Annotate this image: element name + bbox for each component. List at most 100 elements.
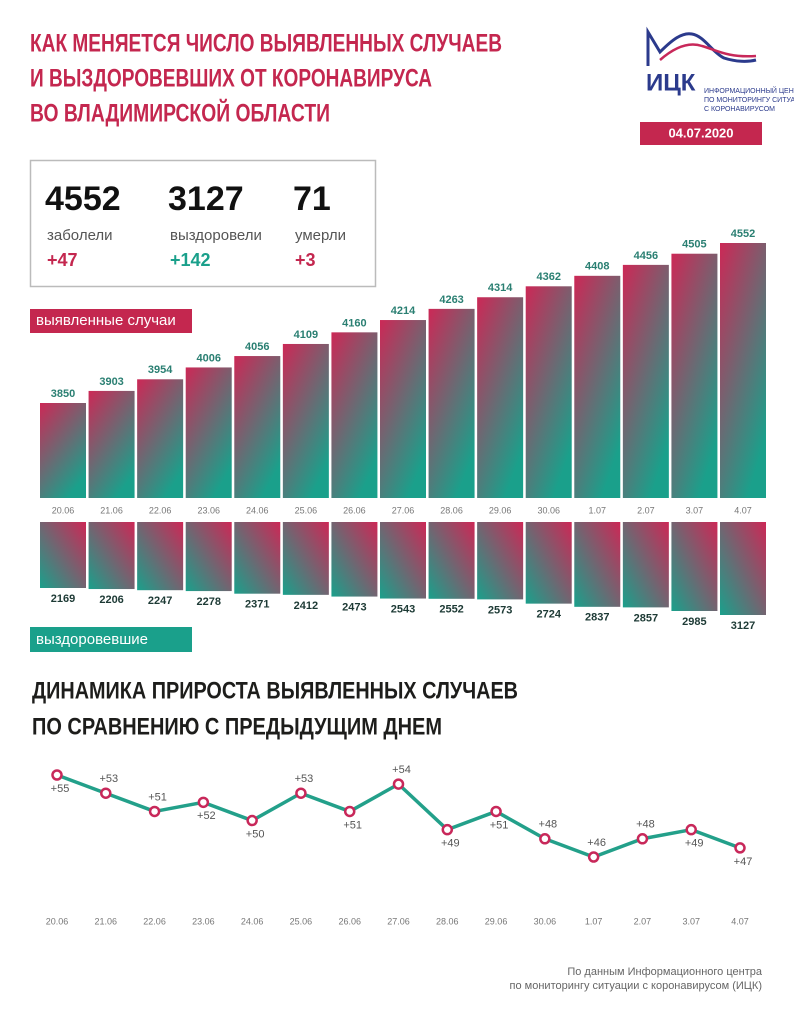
marker bbox=[392, 778, 405, 790]
value-label: 3903 bbox=[99, 376, 123, 388]
value-label: 4006 bbox=[196, 352, 220, 364]
value-label: 4362 bbox=[536, 271, 560, 283]
bar bbox=[477, 522, 524, 600]
value-label: +48 bbox=[636, 819, 655, 831]
bar bbox=[477, 297, 524, 498]
x-tick-label: 28.06 bbox=[440, 505, 463, 515]
value-label: 2371 bbox=[245, 599, 269, 611]
value-label: +53 bbox=[295, 773, 314, 785]
x-tick-label: 26.06 bbox=[343, 505, 366, 515]
x-tick-label: 1.07 bbox=[585, 916, 603, 926]
bar bbox=[234, 356, 281, 498]
bar bbox=[671, 522, 718, 611]
x-tick-label: 29.06 bbox=[489, 505, 512, 515]
x-tick-label: 27.06 bbox=[387, 916, 410, 926]
value-label: 4109 bbox=[294, 329, 318, 341]
value-label: 4505 bbox=[682, 239, 706, 251]
section-title: ДИНАМИКА ПРИРОСТА ВЫЯВЛЕННЫХ СЛУЧАЕВ bbox=[32, 677, 518, 704]
bar bbox=[525, 286, 572, 498]
bar bbox=[380, 320, 426, 498]
value-label: 2573 bbox=[488, 604, 512, 616]
x-tick-label: 25.06 bbox=[290, 916, 313, 926]
marker bbox=[539, 833, 551, 845]
logo-caption: С КОРОНАВИРУСОМ bbox=[704, 106, 775, 113]
x-tick-label: 28.06 bbox=[436, 916, 459, 926]
stat-change: +142 bbox=[170, 250, 211, 270]
marker bbox=[197, 796, 210, 809]
x-tick-label: 22.06 bbox=[143, 916, 166, 926]
marker bbox=[441, 823, 454, 836]
x-tick-label: 22.06 bbox=[149, 505, 172, 515]
bar bbox=[282, 522, 329, 595]
bar bbox=[137, 379, 184, 498]
stats-box bbox=[29, 159, 377, 288]
bar bbox=[380, 522, 426, 599]
marker bbox=[51, 769, 63, 781]
value-label: 4408 bbox=[585, 261, 609, 273]
recovered-tag bbox=[30, 627, 192, 652]
bar bbox=[428, 308, 475, 498]
bar bbox=[671, 253, 718, 498]
value-label: +46 bbox=[587, 837, 606, 849]
logo-caption: ИНФОРМАЦИОННЫЙ ЦЕНТР bbox=[704, 86, 794, 95]
value-label: +49 bbox=[685, 838, 704, 850]
x-tick-label: 26.06 bbox=[338, 916, 361, 926]
value-label: 4552 bbox=[731, 228, 755, 240]
value-label: +51 bbox=[148, 791, 167, 803]
stat-value: 4552 bbox=[45, 180, 121, 218]
x-tick-label: 30.06 bbox=[537, 505, 560, 515]
series-tag: выявленные случаи bbox=[36, 312, 176, 329]
footer-line: по мониторингу ситуации с коронавирусом … bbox=[510, 980, 762, 992]
x-tick-label: 25.06 bbox=[295, 505, 318, 515]
value-label: 3850 bbox=[51, 388, 75, 400]
value-label: 2473 bbox=[342, 601, 366, 613]
bar bbox=[88, 522, 135, 590]
logo-text: ИЦК bbox=[646, 69, 696, 96]
title-line: ВО ВЛАДИМИРСКОЙ ОБЛАСТИ bbox=[30, 98, 330, 128]
marker bbox=[343, 805, 356, 818]
x-tick-label: 23.06 bbox=[192, 916, 215, 926]
x-tick-label: 3.07 bbox=[682, 916, 700, 926]
bar bbox=[720, 243, 766, 498]
bar bbox=[525, 522, 572, 604]
stat-change: +3 bbox=[295, 250, 316, 270]
x-tick-label: 2.07 bbox=[637, 505, 655, 515]
logo-caption: ПО МОНИТОРИНГУ СИТУАЦИИ bbox=[704, 97, 794, 104]
value-label: 2169 bbox=[51, 593, 75, 605]
date-badge bbox=[640, 122, 762, 145]
value-label: +48 bbox=[539, 819, 558, 831]
value-label: 4214 bbox=[391, 305, 416, 317]
stat-value: 3127 bbox=[168, 180, 244, 218]
logo-curve bbox=[659, 43, 757, 61]
value-label: 2837 bbox=[585, 612, 609, 624]
value-label: 2206 bbox=[99, 594, 123, 606]
title-line: КАК МЕНЯЕТСЯ ЧИСЛО ВЫЯВЛЕННЫХ СЛУЧАЕВ bbox=[30, 30, 502, 58]
value-label: 2543 bbox=[391, 603, 415, 615]
bar bbox=[40, 522, 86, 588]
bar bbox=[40, 403, 86, 498]
x-tick-label: 24.06 bbox=[241, 916, 264, 926]
date: 04.07.2020 bbox=[668, 125, 733, 140]
x-tick-label: 1.07 bbox=[589, 505, 607, 515]
value-label: +53 bbox=[99, 773, 118, 785]
title-line: И ВЫЗДОРОВЕВШИХ ОТ КОРОНАВИРУСА bbox=[30, 65, 432, 93]
marker bbox=[246, 814, 258, 827]
bar bbox=[331, 332, 378, 498]
x-tick-label: 20.06 bbox=[46, 916, 69, 926]
bar bbox=[234, 522, 281, 594]
value-label: 3954 bbox=[148, 364, 173, 376]
value-label: 4263 bbox=[439, 294, 463, 306]
x-tick-label: 4.07 bbox=[731, 916, 749, 926]
value-label: 2857 bbox=[634, 612, 658, 624]
value-label: 2278 bbox=[196, 596, 220, 608]
bar bbox=[622, 264, 669, 498]
series-tag: выздоровевшие bbox=[36, 631, 148, 648]
value-label: 2247 bbox=[148, 595, 172, 607]
x-tick-label: 27.06 bbox=[392, 505, 415, 515]
marker bbox=[636, 833, 649, 845]
marker bbox=[295, 787, 307, 799]
bar bbox=[428, 522, 475, 599]
x-tick-label: 4.07 bbox=[734, 505, 752, 515]
bar bbox=[185, 522, 232, 592]
